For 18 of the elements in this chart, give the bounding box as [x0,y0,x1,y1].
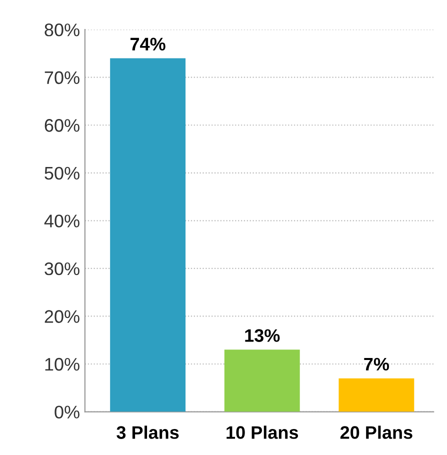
y-tick-label: 30% [44,262,80,276]
y-tick-label: 40% [44,214,80,228]
y-tick-label: 10% [45,358,80,371]
y-tick-label: 60% [44,119,80,132]
y-tick-label: 70% [44,71,80,84]
y-tick-label: 0% [54,406,80,418]
x-tick-label: 20 Plans [340,426,412,439]
data-label: 74% [130,38,166,50]
data-label: 7% [364,358,390,371]
data-label: 13% [245,329,280,342]
bar [224,350,300,412]
y-tick-label: 20% [44,310,80,323]
x-tick-label: 3 Plans [116,426,179,439]
x-tick-label: 10 Plans [226,426,298,439]
bar [110,58,186,412]
bar [338,378,414,412]
y-tick-label: 80% [44,24,80,36]
y-tick-label: 50% [44,166,80,180]
